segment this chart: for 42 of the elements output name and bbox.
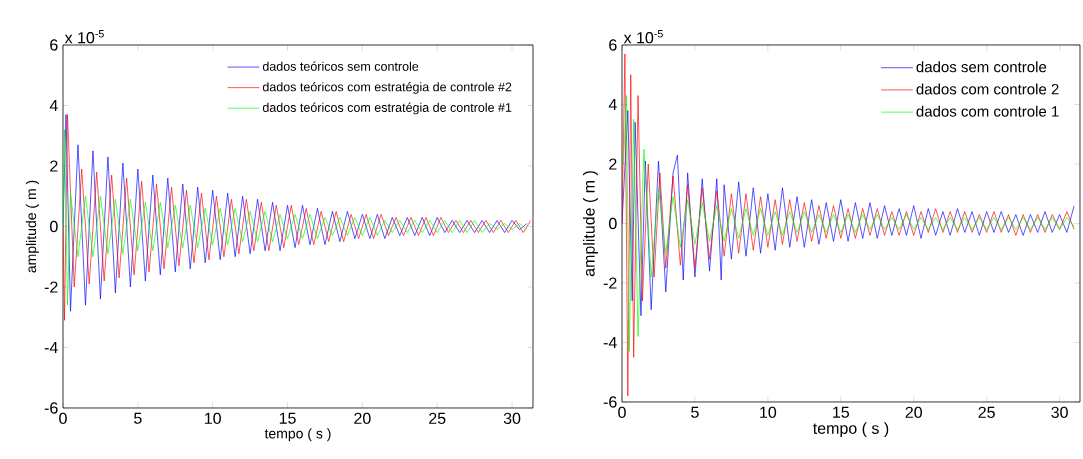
line-series — [623, 95, 1075, 352]
legend-label: dados teóricos sem controle — [262, 61, 419, 71]
x-axis-title: tempo ( s ) — [264, 428, 331, 442]
y-tick-label: 2 — [50, 160, 58, 172]
y-axis-title: amplitude ( m ) — [583, 171, 598, 277]
y-tick-label: 2 — [609, 158, 617, 170]
text: x 10$^{-5}$ — [64, 30, 104, 44]
y-tick-label: -4 — [603, 336, 617, 348]
x-tick-label: 0 — [59, 412, 67, 425]
y-tick-label: -6 — [44, 402, 58, 414]
x-tick-label: 30 — [503, 412, 521, 425]
y-tick-label: 0 — [50, 220, 58, 233]
x-tick-label: 10 — [760, 406, 777, 419]
x-tick-label: 15 — [833, 406, 850, 418]
legend-label: dados teóricos com estratégia de controle #1 — [262, 102, 512, 115]
y-tick-label: 4 — [608, 98, 617, 110]
legend-label: dados sem controle — [916, 61, 1047, 73]
x-tick-label: 5 — [134, 412, 142, 424]
x-tick-label: 5 — [691, 406, 699, 418]
x-tick-label: 25 — [429, 412, 446, 425]
y-tick-label: 0 — [609, 217, 617, 230]
x-tick-label: 20 — [905, 406, 922, 419]
y-axis-title: amplitude ( m ) — [25, 180, 39, 273]
legend-label: dados com controle 2 — [916, 83, 1059, 95]
legend-label: dados com controle 1 — [916, 105, 1059, 117]
y-tick-label: 6 — [50, 39, 58, 51]
y-tick-label: 4 — [49, 100, 58, 111]
text: x 10$^{-5}$ — [623, 30, 663, 44]
y-tick-label: -2 — [44, 281, 58, 293]
y-tick-label: -2 — [603, 277, 617, 289]
y-tick-label: 6 — [609, 39, 617, 51]
legend-label: dados teóricos com estratégia de controle #2 — [262, 82, 512, 94]
y-tick-label: -4 — [44, 341, 58, 353]
x-tick-label: 25 — [978, 406, 995, 419]
y-tick-label: -6 — [603, 396, 617, 408]
line-series — [622, 53, 1075, 397]
x-tick-label: 20 — [354, 412, 371, 425]
x-tick-label: 0 — [618, 406, 626, 419]
x-tick-label: 15 — [279, 412, 296, 424]
x-axis-title: tempo ( s ) — [813, 422, 889, 438]
x-tick-label: 10 — [205, 412, 221, 425]
x-tick-label: 30 — [1051, 406, 1068, 419]
